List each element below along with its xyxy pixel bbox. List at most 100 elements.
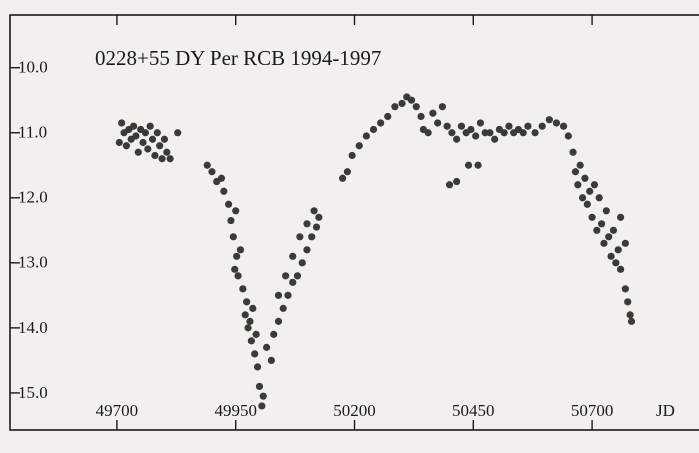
y-tick-label: 11.0	[18, 123, 47, 142]
data-point	[148, 135, 157, 143]
data-point	[166, 155, 174, 163]
data-point	[531, 129, 539, 137]
x-tick-label: 50450	[452, 401, 495, 420]
data-point	[448, 129, 456, 137]
chart-title: 0228+55 DY Per RCB 1994-1997	[95, 46, 381, 70]
data-point	[160, 135, 169, 143]
data-point	[586, 187, 594, 195]
data-point	[476, 119, 485, 127]
data-point	[296, 233, 304, 241]
data-point	[289, 252, 297, 260]
data-point	[602, 207, 610, 215]
data-point	[163, 148, 171, 156]
data-point	[310, 207, 318, 215]
y-tick-label: 13.0	[18, 253, 48, 272]
data-point	[445, 181, 454, 189]
data-point	[234, 272, 242, 280]
data-point	[153, 129, 161, 137]
data-point	[355, 142, 363, 150]
data-point	[624, 298, 632, 306]
data-point	[156, 142, 164, 150]
data-point	[229, 233, 237, 241]
data-point	[564, 132, 572, 140]
data-point	[343, 168, 351, 176]
data-point	[220, 187, 228, 195]
data-point	[616, 265, 625, 273]
data-point	[274, 291, 283, 299]
data-point	[605, 233, 613, 241]
data-point	[232, 207, 240, 215]
x-tick-label: 50200	[333, 401, 376, 420]
data-point	[174, 129, 182, 137]
data-point	[259, 392, 267, 400]
data-point	[298, 259, 306, 267]
data-point	[593, 226, 601, 234]
data-point	[569, 148, 577, 156]
data-point	[434, 119, 442, 127]
data-point	[289, 278, 297, 286]
data-point	[134, 148, 142, 156]
data-point	[282, 272, 290, 280]
data-point	[203, 161, 211, 169]
data-point	[538, 122, 546, 130]
data-point	[308, 233, 316, 241]
data-point	[571, 168, 580, 176]
plot-frame	[9, 14, 699, 431]
data-point	[253, 363, 262, 371]
data-point	[284, 291, 292, 299]
data-point	[612, 259, 620, 267]
data-point	[224, 200, 233, 208]
x-tick-label: 49700	[96, 401, 139, 420]
data-point	[609, 226, 618, 234]
data-point	[129, 122, 138, 130]
data-point	[453, 177, 461, 186]
data-point	[616, 213, 625, 221]
data-point	[607, 252, 615, 260]
data-point	[377, 119, 385, 127]
data-point	[621, 285, 629, 293]
data-point	[303, 220, 311, 228]
data-point	[348, 151, 356, 160]
data-point	[581, 174, 589, 182]
data-point	[519, 129, 527, 137]
data-point	[417, 112, 425, 121]
data-point	[146, 122, 154, 130]
data-point	[453, 135, 461, 143]
data-point	[208, 168, 216, 176]
data-point	[274, 317, 283, 325]
data-point	[227, 216, 235, 225]
data-point	[559, 122, 568, 130]
data-point	[251, 350, 259, 358]
data-point	[474, 161, 482, 169]
data-point	[600, 239, 608, 247]
y-tick-label: 10.0	[18, 58, 48, 77]
data-point	[249, 304, 257, 312]
data-point	[384, 112, 392, 121]
y-tick-label: 14.0	[18, 318, 48, 337]
data-point	[233, 252, 241, 260]
data-point	[262, 343, 271, 351]
data-point	[578, 194, 587, 202]
data-point	[236, 246, 245, 254]
data-point	[239, 285, 247, 293]
data-point	[429, 109, 437, 117]
data-point	[247, 337, 255, 345]
data-point	[158, 155, 166, 163]
y-tick-label: 12.0	[18, 188, 48, 207]
data-point	[339, 174, 347, 182]
data-point	[246, 317, 254, 325]
data-point	[464, 161, 473, 169]
data-point	[151, 151, 159, 160]
data-point	[467, 125, 475, 134]
data-point	[118, 119, 126, 127]
data-point	[122, 142, 131, 150]
data-point	[115, 138, 123, 147]
data-point	[141, 129, 150, 137]
data-point	[255, 382, 264, 391]
y-tick-label: 15.0	[18, 383, 48, 402]
data-point	[588, 213, 596, 221]
data-point	[241, 311, 249, 319]
x-tick-label: 49950	[214, 401, 257, 420]
data-point	[293, 272, 302, 280]
data-point	[369, 125, 378, 134]
